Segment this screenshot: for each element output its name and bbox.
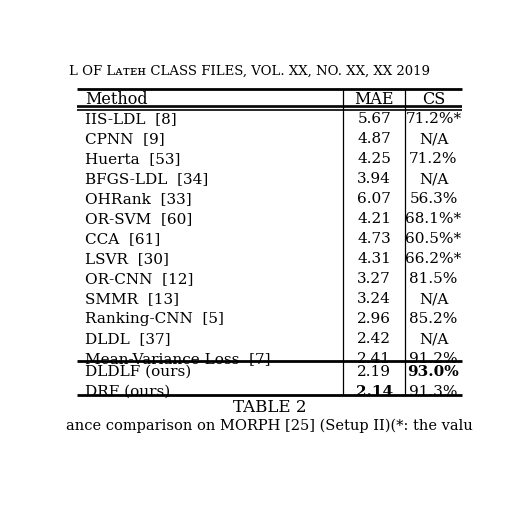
Text: 3.24: 3.24 <box>357 292 391 306</box>
Text: 91.3%: 91.3% <box>409 384 458 398</box>
Text: 5.67: 5.67 <box>357 112 391 126</box>
Text: 2.96: 2.96 <box>357 312 391 326</box>
Text: DRF (ours): DRF (ours) <box>85 384 170 398</box>
Text: 66.2%*: 66.2%* <box>406 252 462 266</box>
Text: 3.27: 3.27 <box>357 272 391 286</box>
Text: 4.73: 4.73 <box>357 232 391 246</box>
Text: CS: CS <box>422 91 445 108</box>
Text: CCA  [61]: CCA [61] <box>85 232 160 246</box>
Text: OHRank  [33]: OHRank [33] <box>85 192 192 206</box>
Text: 91.2%: 91.2% <box>409 352 458 366</box>
Text: 2.14: 2.14 <box>356 384 393 398</box>
Text: 71.2%: 71.2% <box>409 152 458 166</box>
Text: BFGS-LDL  [34]: BFGS-LDL [34] <box>85 172 208 186</box>
Text: 93.0%: 93.0% <box>408 364 459 378</box>
Text: 85.2%: 85.2% <box>409 312 458 326</box>
Text: 2.41: 2.41 <box>357 352 391 366</box>
Text: 60.5%*: 60.5%* <box>406 232 461 246</box>
Text: N/A: N/A <box>419 332 448 346</box>
Text: ance comparison on MORPH [25] (Setup II)(*: the valu: ance comparison on MORPH [25] (Setup II)… <box>66 418 473 432</box>
Text: MAE: MAE <box>355 91 394 108</box>
Text: 4.25: 4.25 <box>357 152 391 166</box>
Text: 56.3%: 56.3% <box>409 192 458 206</box>
Text: 4.21: 4.21 <box>357 212 391 226</box>
Text: 3.94: 3.94 <box>357 172 391 186</box>
Text: CPNN  [9]: CPNN [9] <box>85 132 165 146</box>
Text: L OF Lᴀᴛᴇʜ CLASS FILES, VOL. XX, NO. XX, XX 2019: L OF Lᴀᴛᴇʜ CLASS FILES, VOL. XX, NO. XX,… <box>69 65 430 78</box>
Text: LSVR  [30]: LSVR [30] <box>85 252 169 266</box>
Text: N/A: N/A <box>419 132 448 146</box>
Text: IIS-LDL  [8]: IIS-LDL [8] <box>85 112 177 126</box>
Text: 68.1%*: 68.1%* <box>406 212 461 226</box>
Text: DLDL  [37]: DLDL [37] <box>85 332 170 346</box>
Text: Method: Method <box>85 91 148 108</box>
Text: 6.07: 6.07 <box>357 192 391 206</box>
Text: 2.42: 2.42 <box>357 332 391 346</box>
Text: OR-SVM  [60]: OR-SVM [60] <box>85 212 193 226</box>
Text: N/A: N/A <box>419 292 448 306</box>
Text: 81.5%: 81.5% <box>409 272 458 286</box>
Text: 71.2%*: 71.2%* <box>406 112 461 126</box>
Text: OR-CNN  [12]: OR-CNN [12] <box>85 272 194 286</box>
Text: DLDLF (ours): DLDLF (ours) <box>85 364 191 378</box>
Text: 4.31: 4.31 <box>357 252 391 266</box>
Text: TABLE 2: TABLE 2 <box>233 399 306 416</box>
Text: Mean-Variance Loss  [7]: Mean-Variance Loss [7] <box>85 352 270 366</box>
Text: 2.19: 2.19 <box>357 364 391 378</box>
Text: N/A: N/A <box>419 172 448 186</box>
Text: Ranking-CNN  [5]: Ranking-CNN [5] <box>85 312 224 326</box>
Text: 4.87: 4.87 <box>357 132 391 146</box>
Text: Huerta  [53]: Huerta [53] <box>85 152 180 166</box>
Text: SMMR  [13]: SMMR [13] <box>85 292 179 306</box>
